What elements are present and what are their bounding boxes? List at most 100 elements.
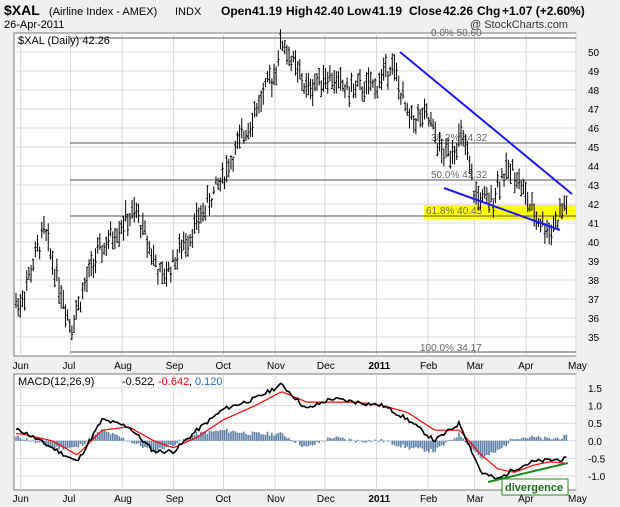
macd-histogram-bar [73, 440, 75, 448]
macd-histogram-bar [299, 440, 301, 446]
macd-histogram-bar [264, 434, 267, 441]
macd-histogram-bar [81, 440, 84, 446]
macd-histogram-bar [41, 440, 43, 443]
x-tick-label-top: 2011 [368, 361, 390, 372]
macd-histogram-bar [329, 437, 331, 441]
macd-histogram-bar [256, 432, 258, 441]
macd-histogram-bar [552, 438, 555, 441]
macd-histogram-bar [34, 440, 37, 443]
macd-histogram-bar [245, 433, 247, 441]
macd-histogram-bar [348, 438, 351, 441]
macd-tick-label: -0.5 [588, 454, 606, 465]
macd-histogram-bar [311, 440, 314, 446]
fib-label-61: 61.8% 40.45 [426, 206, 483, 217]
macd-tick-label: 0.0 [588, 437, 602, 448]
divergence-box [501, 478, 569, 496]
macd-histogram-bar [518, 439, 520, 441]
x-tick-label-top: Aug [114, 361, 132, 372]
macd-histogram-bar [251, 431, 254, 441]
macd-histogram-bar [71, 440, 73, 448]
macd-histogram-bar [253, 431, 256, 441]
x-tick-label-top: Oct [216, 361, 232, 372]
macd-tick-label: -1.0 [588, 472, 606, 483]
macd-histogram-bar [15, 436, 17, 441]
macd-histogram-bar [64, 440, 67, 449]
macd-histogram-bar [144, 440, 146, 447]
macd-histogram-bar [318, 440, 320, 444]
macd-histogram-bar [434, 440, 437, 452]
macd-histogram-bar [150, 440, 153, 453]
macd-histogram-bar [215, 430, 217, 441]
macd-histogram-bar [182, 438, 185, 441]
macd-histogram-bar [68, 440, 71, 448]
macd-histogram-bar [49, 440, 52, 448]
price-tick-label: 50 [588, 48, 600, 59]
macd-histogram-bar [62, 440, 65, 450]
high-value: 42.40 [314, 4, 344, 18]
macd-histogram-bar [30, 440, 32, 442]
macd-histogram-bar [202, 431, 204, 441]
price-tick-label: 39 [588, 257, 600, 268]
open-label: Open [221, 4, 252, 18]
macd-histogram-bar [428, 440, 430, 453]
macd-histogram-bar [378, 440, 381, 442]
macd-histogram-bar [350, 439, 353, 441]
macd-histogram-bar [243, 431, 245, 441]
x-tick-label-top: Sep [166, 361, 184, 372]
macd-histogram-bar [533, 436, 535, 441]
price-tick-label: 35 [588, 333, 600, 344]
macd-histogram-bar [19, 438, 22, 441]
macd-histogram-bar [114, 434, 116, 441]
macd-histogram-bar [548, 438, 550, 441]
macd-histogram-bar [509, 438, 512, 441]
x-axis-bottom: Jun Jul Aug Sep Oct Nov Dec 2011 Feb Mar Apr May [13, 494, 587, 505]
macd-histogram-bar [503, 440, 505, 446]
macd-histogram-bar [238, 432, 241, 441]
macd-histogram-bar [249, 434, 252, 441]
macd-histogram-bar [440, 440, 443, 446]
macd-histogram-bar [176, 440, 179, 444]
macd-histogram-bar [445, 440, 447, 443]
macd-histogram-bar [462, 438, 464, 441]
low-value: 41.19 [372, 4, 402, 18]
macd-histogram-bar [331, 438, 333, 441]
macd-histogram-bar [96, 431, 99, 441]
upper-trend-line [399, 51, 573, 195]
macd-histogram-bar [47, 440, 50, 447]
macd-histogram-bar [120, 437, 123, 441]
macd-histogram-bar [154, 440, 157, 452]
macd-histogram-bar [204, 432, 206, 441]
macd-histogram-bar [483, 440, 486, 457]
macd-histogram-bar [455, 437, 458, 441]
macd-histogram-bar [505, 440, 507, 447]
macd-legend-prefix: MACD(12,26,9) [18, 376, 94, 388]
macd-histogram-bar [473, 440, 475, 451]
macd-histogram-bar [354, 440, 357, 443]
macd-histogram-bar [172, 440, 174, 447]
macd-histogram-bar [191, 435, 194, 441]
macd-histogram-bar [109, 434, 112, 441]
fib-label-0: 0.0% 50.60 [431, 28, 482, 39]
macd-histogram-bar [522, 437, 525, 441]
macd-histogram-bar [122, 437, 125, 441]
macd-histogram-bar [565, 434, 568, 441]
macd-histogram-bar [397, 440, 400, 447]
macd-histogram-bar [412, 440, 415, 449]
x-tick-label-bottom: 2011 [368, 494, 390, 505]
macd-histogram-bar [415, 440, 417, 448]
macd-histogram-bar [60, 440, 62, 447]
macd-histogram-bar [133, 440, 136, 444]
macd-histogram-bar [275, 434, 277, 441]
macd-histogram-bar [283, 436, 286, 441]
macd-histogram-bar [240, 432, 243, 441]
macd-histogram-bar [103, 429, 105, 441]
macd-histogram-bar [45, 440, 47, 447]
macd-histogram-bar [369, 440, 372, 443]
macd-histogram-bar [524, 437, 527, 441]
macd-histogram-bar [111, 432, 114, 441]
macd-histogram-bar [464, 440, 467, 443]
ohlc-summary: Open 41.19 High 42.40 Low 41.19 Close 42… [221, 4, 585, 18]
price-tick-label: 37 [588, 295, 600, 306]
macd-histogram-bar [25, 438, 28, 441]
macd-histogram-bar [326, 437, 329, 441]
